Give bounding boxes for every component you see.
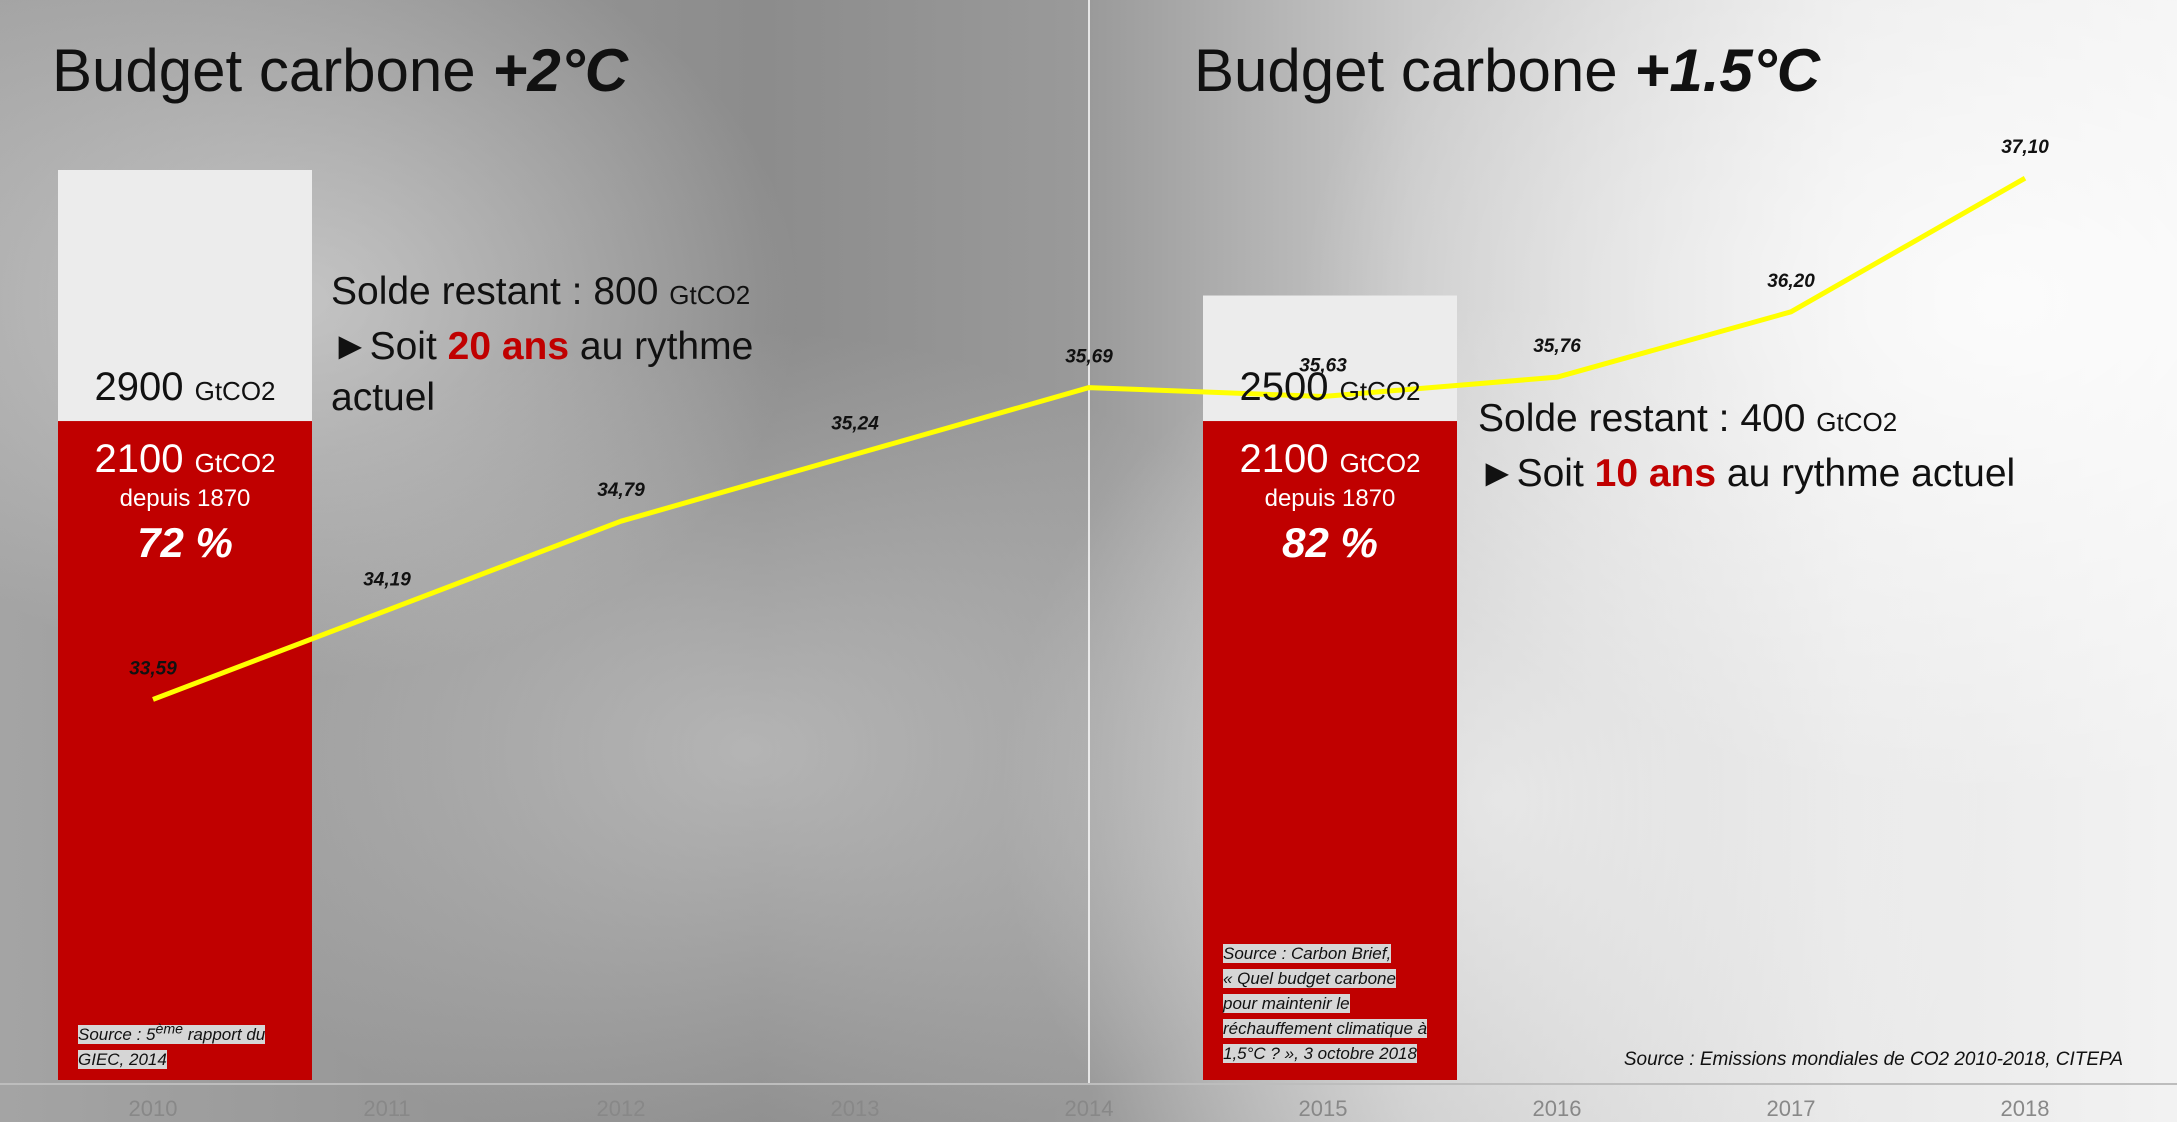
x-tick-label: 2010: [129, 1096, 178, 1121]
text: Source : 5: [78, 1025, 156, 1044]
used-label: 2100 GtCO2: [58, 437, 312, 485]
used-note: depuis 1870: [1203, 485, 1457, 513]
title-text: Budget carbone: [52, 37, 492, 104]
value-label: 35,69: [1065, 347, 1113, 368]
unit: GtCO2: [1816, 407, 1897, 437]
text: au rythme actuel: [1716, 452, 2015, 495]
remaining-note: Solde restant : 400 GtCO2 ►Soit 10 ans au…: [1478, 393, 2015, 499]
title-emph: +1.5°C: [1634, 37, 1820, 104]
x-tick-label: 2016: [1533, 1096, 1582, 1121]
x-tick-label: 2012: [597, 1096, 646, 1121]
years: 10 ans: [1595, 452, 1716, 495]
text: rapport du: [183, 1025, 265, 1044]
number: 2500: [1239, 365, 1328, 409]
unit: GtCO2: [1340, 448, 1421, 478]
unit: GtCO2: [1340, 376, 1421, 406]
unit: GtCO2: [195, 448, 276, 478]
used-note: depuis 1870: [58, 485, 312, 513]
title-text: Budget carbone: [1194, 37, 1634, 104]
unit: GtCO2: [669, 280, 750, 310]
source-line: pour maintenir le: [1223, 994, 1350, 1013]
value-label: 34,19: [363, 569, 411, 590]
source-line: Source : Carbon Brief,: [1223, 944, 1391, 963]
number: 2900: [94, 365, 183, 409]
years: 20 ans: [448, 325, 569, 368]
title: Budget carbone +2°C: [52, 36, 628, 105]
source-line: « Quel budget carbone: [1223, 969, 1396, 988]
total-label: 2900 GtCO2: [58, 365, 312, 413]
x-tick-label: 2011: [363, 1096, 410, 1121]
share: 82 %: [1203, 519, 1457, 567]
value-label: 33,59: [129, 658, 177, 679]
source-line: 1,5°C ? », 3 octobre 2018: [1223, 1044, 1417, 1063]
value-label: 37,10: [2001, 137, 2049, 158]
value-label: 35,24: [831, 413, 879, 434]
value-label: 34,79: [597, 480, 645, 501]
number: 800: [593, 270, 658, 313]
text: Solde restant :: [1478, 397, 1740, 440]
title-emph: +2°C: [492, 37, 628, 104]
number: 400: [1740, 397, 1805, 440]
total-label: 2500 GtCO2: [1203, 365, 1457, 413]
source: Source : Carbon Brief, « Quel budget car…: [1223, 941, 1427, 1066]
title: Budget carbone +1.5°C: [1194, 36, 1820, 105]
source-line: GIEC, 2014: [78, 1050, 167, 1069]
value-label: 36,20: [1767, 271, 1815, 292]
x-tick-label: 2013: [831, 1096, 880, 1121]
number: 2100: [1239, 437, 1328, 481]
text: ►Soit: [331, 325, 448, 368]
text: ►Soit: [1478, 452, 1595, 495]
slide: 2010 2011 2012 2013 2014 2015 2016 2017 2018 33,5…: [0, 0, 2177, 1122]
chart: 2010 2011 2012 2013 2014 2015 2016 2017 2018 33,5…: [0, 0, 2177, 1122]
x-tick-label: 2017: [1767, 1096, 1816, 1121]
source: Source : 5ème rapport du GIEC, 2014: [78, 1017, 265, 1072]
unit: GtCO2: [195, 376, 276, 406]
x-tick-label: 2015: [1299, 1096, 1348, 1121]
text: ème: [156, 1021, 184, 1037]
source-line: réchauffement climatique à: [1223, 1019, 1427, 1038]
value-label: 35,76: [1533, 336, 1581, 357]
source: Source : Emissions mondiales de CO2 2010…: [1624, 1049, 2123, 1071]
remaining-note: Solde restant : 800 GtCO2►Soit 20 ans au…: [331, 266, 801, 423]
source-line: Source : 5ème rapport du: [78, 1025, 265, 1044]
number: 2100: [94, 437, 183, 481]
used-label: 2100 GtCO2: [1203, 437, 1457, 485]
x-tick-label: 2014: [1065, 1096, 1114, 1121]
text: Solde restant :: [331, 270, 593, 313]
share: 72 %: [58, 519, 312, 567]
x-tick-label: 2018: [2001, 1096, 2050, 1121]
